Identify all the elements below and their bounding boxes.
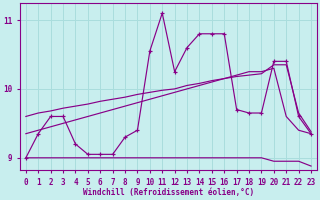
X-axis label: Windchill (Refroidissement éolien,°C): Windchill (Refroidissement éolien,°C) xyxy=(83,188,254,197)
